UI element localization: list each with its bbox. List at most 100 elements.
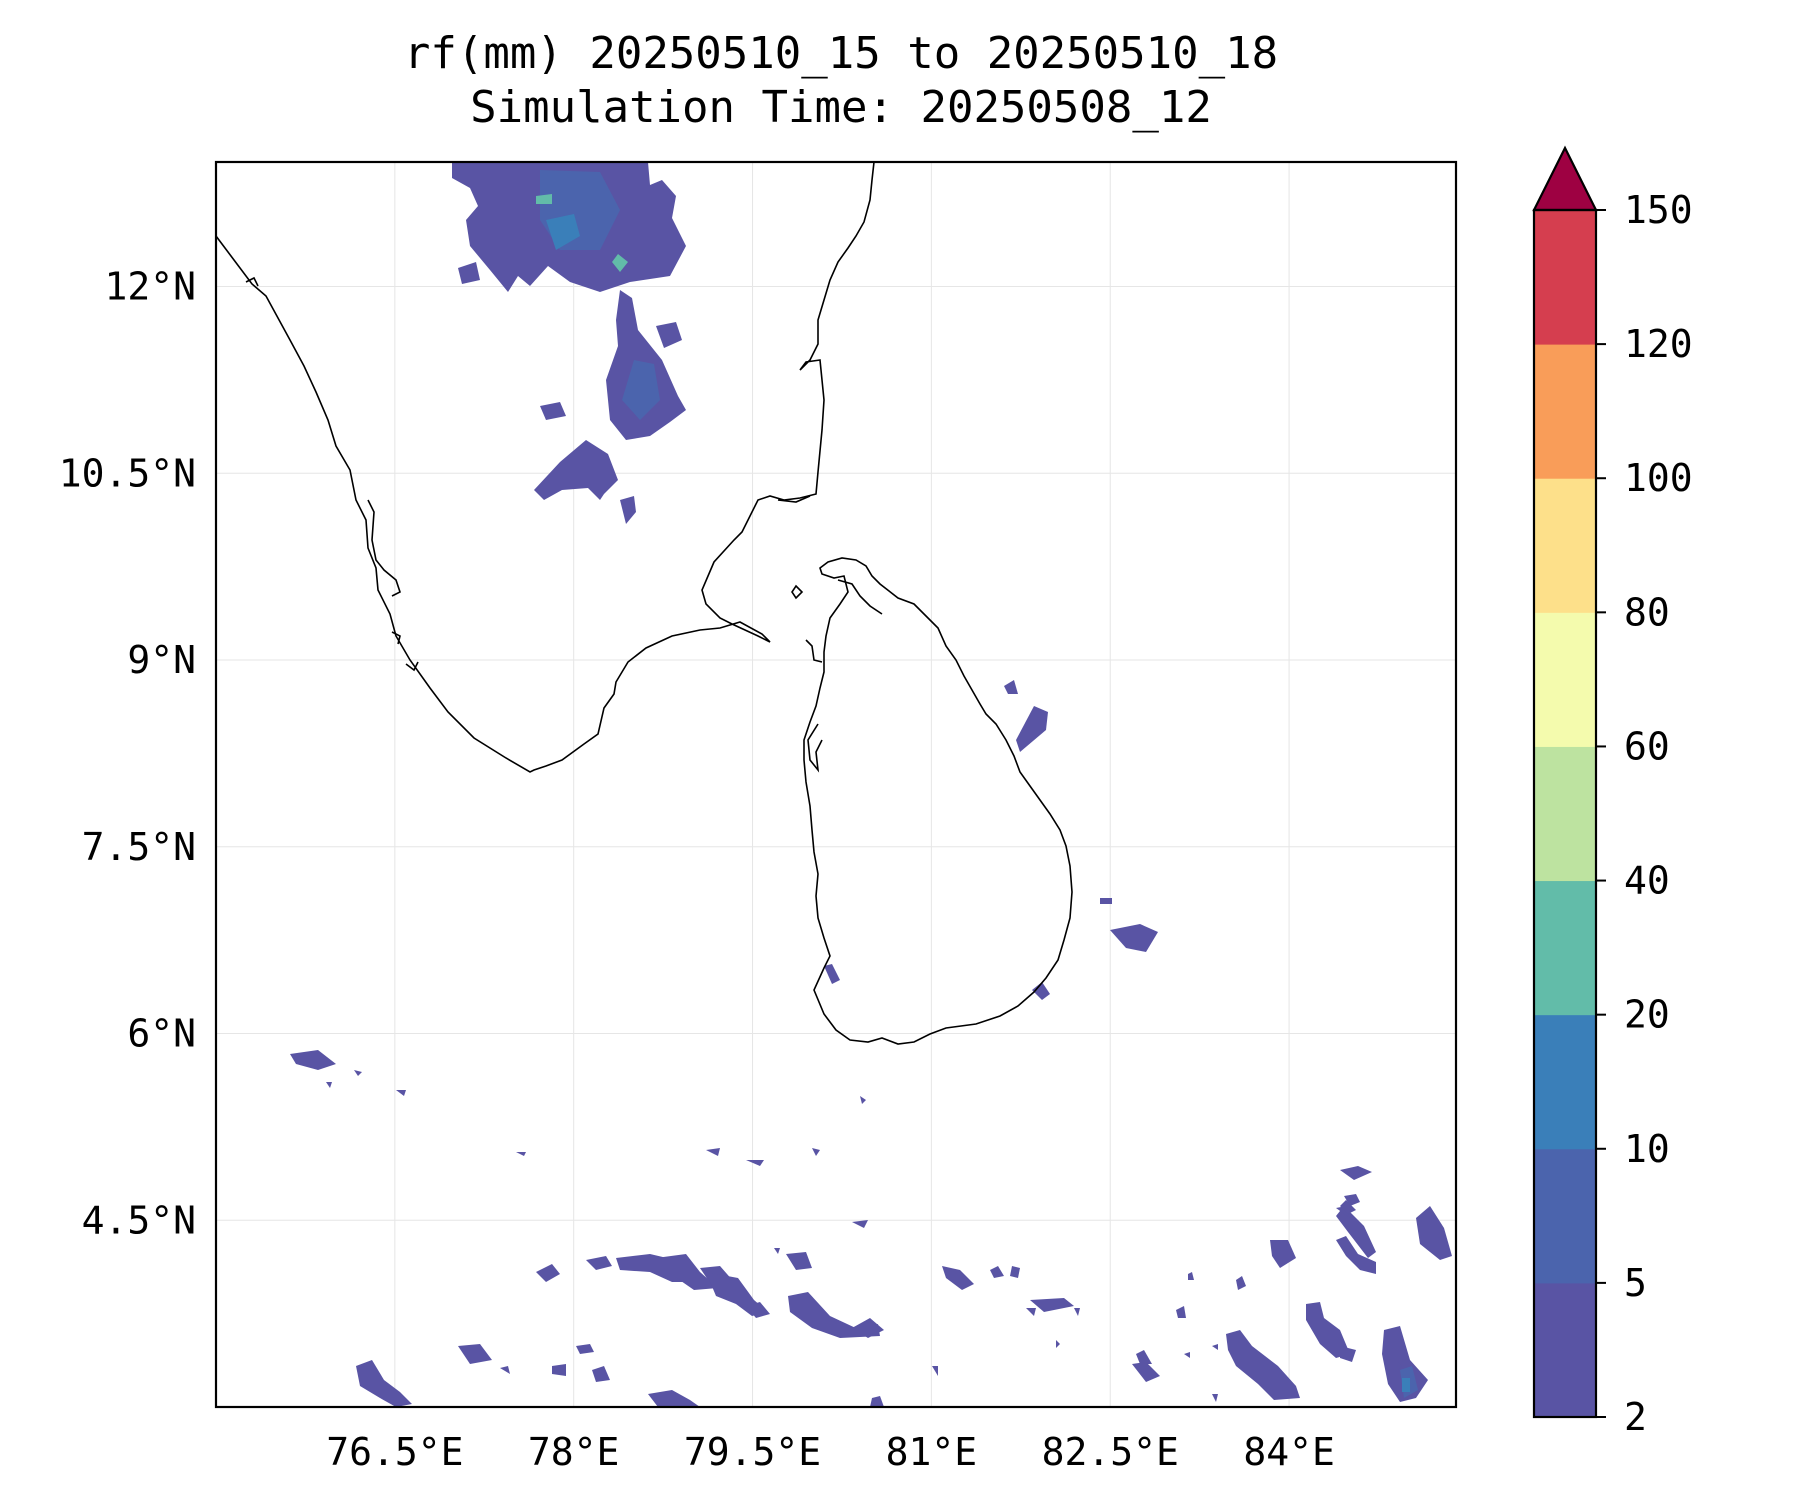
rain-patch	[1176, 1306, 1186, 1318]
rain-patch	[356, 1360, 412, 1407]
colorbar-segment	[1534, 612, 1596, 747]
rain-patch	[536, 1264, 560, 1282]
rain-patch	[1100, 898, 1112, 904]
rain-patch	[1016, 706, 1048, 752]
rain-patch	[1236, 1276, 1246, 1290]
rain-patch	[824, 964, 840, 984]
rain-patch	[1136, 1350, 1152, 1364]
rain-patch	[656, 322, 682, 348]
rain-patch	[1340, 1166, 1372, 1180]
rain-patch	[812, 1148, 820, 1156]
rain-patch	[1074, 1308, 1080, 1316]
map-frame	[214, 160, 1458, 1409]
rain-patch	[1340, 1200, 1356, 1214]
india-coastline	[777, 495, 811, 503]
colorbar-extend-arrow	[1532, 145, 1598, 212]
rain-patch	[586, 1256, 612, 1270]
rain-patch	[534, 440, 618, 500]
rain-patch	[774, 1248, 780, 1254]
rain-patch	[1226, 1330, 1300, 1400]
rain-patch	[786, 1252, 812, 1270]
srilanka-coastline	[803, 557, 1073, 1045]
rain-patch	[576, 1344, 594, 1354]
lat-tick-label: 7.5°N	[82, 825, 196, 869]
colorbar-tick-label: 10	[1624, 1127, 1670, 1171]
rain-patch	[1212, 1344, 1218, 1350]
rain-patch	[706, 1148, 720, 1156]
rain-patch	[1132, 1362, 1160, 1382]
map-gridlines	[216, 162, 1456, 1407]
lon-tick-label: 82.5°E	[1042, 1430, 1179, 1474]
colorbar-segment	[1534, 344, 1596, 479]
rain-patch	[516, 1152, 526, 1156]
rain-patch	[396, 1090, 406, 1096]
colorbar-tick-label: 80	[1624, 590, 1670, 634]
rain-patch	[852, 1318, 884, 1338]
rain-patch	[1004, 680, 1018, 694]
rain-patch	[1336, 1236, 1376, 1274]
rain-patch	[852, 1220, 868, 1228]
lat-tick-label: 12°N	[104, 265, 196, 309]
coastline	[216, 162, 1073, 1045]
lon-tick-label: 81°E	[886, 1430, 978, 1474]
india-coastline	[245, 276, 259, 287]
india-coastline	[216, 162, 875, 773]
colorbar: 2 5 10 20 40 60 80 100 120 150	[1532, 145, 1693, 1439]
colorbar-frame	[1532, 208, 1598, 1419]
colorbar-tick-label: 2	[1624, 1395, 1647, 1439]
rain-patch	[1306, 1302, 1350, 1358]
lon-tick-label: 78°E	[528, 1430, 620, 1474]
colorbar-segment	[1534, 746, 1596, 882]
srilanka-coastline	[837, 579, 883, 615]
colorbar-tick-label: 5	[1624, 1261, 1647, 1305]
rain-patch	[622, 360, 660, 420]
rain-patch	[870, 1396, 884, 1407]
rain-patch	[648, 1390, 700, 1407]
rain-patch	[990, 1266, 1004, 1278]
colorbar-segment	[1534, 210, 1596, 345]
lon-tick-label: 84°E	[1243, 1430, 1335, 1474]
rain-patch	[500, 1366, 510, 1374]
longitude-axis: 76.5°E 78°E 79.5°E 81°E 82.5°E 84°E	[326, 1430, 1335, 1474]
colorbar-segment	[1534, 880, 1596, 1016]
rain-patch	[592, 1366, 610, 1382]
rain-patch	[552, 1364, 566, 1376]
rain-patch	[1336, 1206, 1376, 1258]
colorbar-tick-label: 40	[1624, 859, 1670, 903]
rain-patch	[1032, 982, 1050, 1000]
srilanka-coastline	[805, 639, 823, 663]
rain-patch	[1382, 1326, 1428, 1402]
rain-patch	[746, 1160, 764, 1166]
rain-patch	[1056, 1340, 1060, 1348]
rain-patch	[326, 1082, 332, 1088]
india-coastline	[367, 499, 401, 597]
colorbar-segment	[1534, 1014, 1596, 1150]
rain-patch	[612, 254, 628, 272]
latitude-axis: 12°N 10.5°N 9°N 7.5°N 6°N 4.5°N	[59, 265, 196, 1243]
colorbar-tick-label: 60	[1624, 724, 1670, 768]
srilanka-coastline	[791, 584, 804, 600]
rain-patch	[458, 262, 480, 284]
rain-patch	[1188, 1272, 1194, 1280]
lat-tick-label: 6°N	[127, 1012, 196, 1056]
rain-patch	[1340, 1346, 1356, 1362]
rain-patch	[1030, 1298, 1074, 1312]
rain-patch	[1270, 1240, 1296, 1268]
colorbar-segment	[1534, 1282, 1596, 1418]
rain-patch	[290, 1050, 336, 1070]
rain-patch	[860, 1096, 866, 1104]
rain-patch	[546, 214, 580, 250]
lon-tick-label: 79.5°E	[684, 1430, 821, 1474]
rain-patch	[1416, 1206, 1452, 1260]
rain-patch	[1010, 1266, 1020, 1278]
rain-patch	[942, 1266, 974, 1290]
rain-patch	[788, 1292, 880, 1338]
srilanka-coastline	[807, 723, 823, 773]
lon-tick-label: 76.5°E	[326, 1430, 463, 1474]
rain-patch	[620, 496, 636, 524]
colorbar-tick-label: 150	[1624, 188, 1693, 232]
colorbar-tick-label: 100	[1624, 456, 1693, 500]
rain-patch	[1402, 1378, 1410, 1392]
